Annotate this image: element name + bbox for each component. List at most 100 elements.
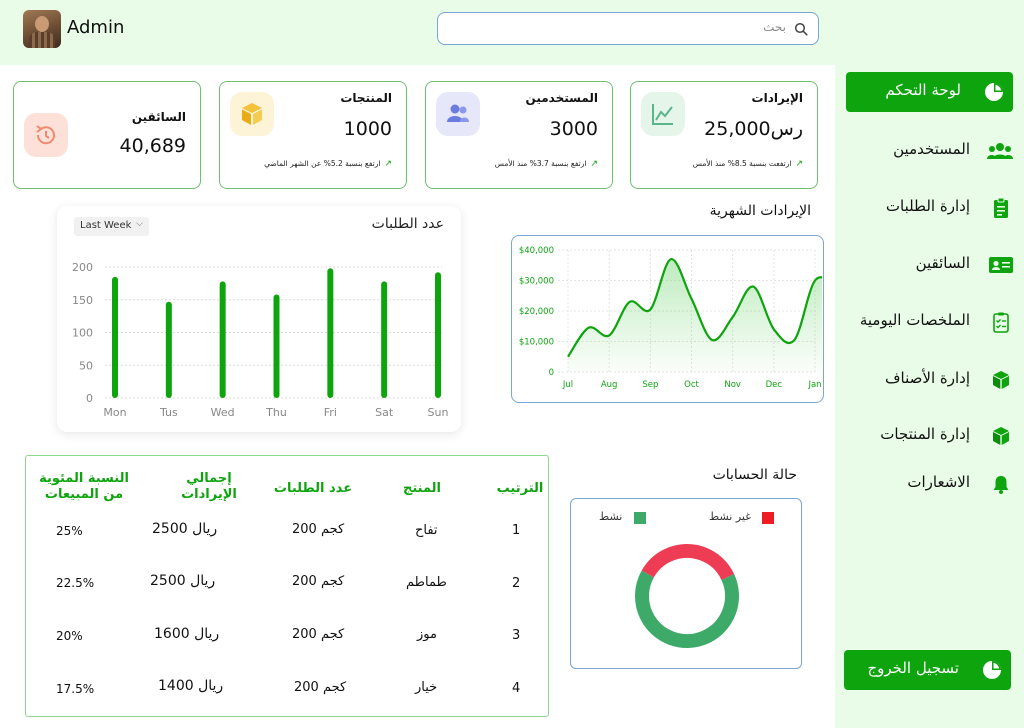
accounts-chart-panel: غير نشط نشط — [570, 498, 802, 669]
users-icon — [987, 143, 1013, 159]
sidebar-item-label: إدارة المنتجات — [880, 425, 970, 443]
users-icon — [436, 92, 480, 136]
x-tick-label: Tus — [159, 406, 178, 419]
x-tick-label: Sun — [428, 406, 449, 419]
sidebar-item-daily-summaries[interactable]: الملخصات اليومية — [835, 302, 1024, 342]
period-select[interactable]: Last Week ⌵ — [74, 217, 149, 236]
y-tick-label: $10,000 — [519, 338, 554, 348]
avatar[interactable] — [23, 10, 61, 48]
card-trend: ارتفع بنسبة 3.7% منذ الأمس ↗ — [494, 159, 598, 169]
cell-revenue: 1400 ريال — [158, 678, 224, 694]
card-trend: ارتفع بنسبة 5.2% عن الشهر الماضي ↗ — [264, 159, 392, 169]
clipboard-icon — [994, 197, 1008, 218]
x-tick-label: Dec — [766, 380, 783, 390]
search-placeholder: بحث — [763, 20, 786, 34]
x-tick-label: Thu — [265, 406, 287, 419]
x-tick-label: Jul — [562, 380, 573, 390]
donut-slice-active — [635, 544, 739, 648]
search-input[interactable]: بحث — [437, 12, 819, 45]
cell-orders: 200 كجم — [294, 680, 347, 695]
orders-bar-chart: 0 50 100 150 200 Mon Tus Wed Thu Fri Sat Sun — [72, 261, 449, 419]
x-tick-label: Fri — [324, 406, 337, 419]
revenue-chart-panel: 0 $10,000 $20,000 $30,000 $40,000 Jul Aug Sep Oc… — [511, 235, 824, 403]
bar-mon — [112, 276, 118, 398]
table-header: إجمالي الإيرادات — [181, 471, 237, 502]
products-card[interactable]: المنتجات 1000 ارتفع بنسبة 5.2% عن الشهر … — [219, 81, 407, 189]
accounts-title: حالة الحسابات — [712, 467, 797, 483]
revenue-line — [567, 258, 822, 358]
x-tick-label: Oct — [684, 380, 699, 390]
drivers-card[interactable]: السائقين 40,689 — [13, 81, 201, 189]
cell-product: تفاح — [415, 523, 438, 538]
sidebar-item-products[interactable]: إدارة المنتجات — [835, 416, 1024, 456]
users-card[interactable]: المستخدمين 3000 ارتفع بنسبة 3.7% منذ الأ… — [425, 81, 613, 189]
box-icon — [993, 427, 1009, 445]
table-header: الترتيب — [496, 481, 544, 496]
cell-percent: 17.5% — [56, 682, 95, 696]
cell-orders: 200 كجم — [292, 627, 345, 642]
history-icon — [24, 113, 68, 157]
cell-product: طماطم — [406, 575, 447, 590]
top-products-table: الترتيب المنتج عدد الطلبات إجمالي الإيرا… — [25, 455, 549, 717]
checklist-icon — [993, 312, 1009, 333]
card-value: 1000 — [343, 118, 392, 140]
bar-thu — [273, 294, 280, 398]
cell-orders: 200 كجم — [292, 522, 345, 537]
card-value: 3000 — [549, 118, 598, 140]
cell-revenue: 2500 ريال — [150, 573, 216, 589]
box-icon — [993, 371, 1009, 389]
bar-wed — [219, 281, 226, 398]
orders-chart-panel: عدد الطلبات Last Week ⌵ 0 50 100 150 200 Mon T… — [57, 206, 461, 432]
accounts-donut-chart — [635, 544, 739, 648]
logout-button[interactable]: تسجيل الخروج — [844, 650, 1011, 690]
y-tick-label: $30,000 — [519, 277, 554, 287]
y-tick-label: 150 — [72, 294, 93, 307]
period-select-value: Last Week — [80, 220, 132, 231]
cell-product: خيار — [415, 680, 438, 695]
bar-fri — [327, 268, 334, 398]
card-trend: ارتفعت بنسبة 8.5% منذ الأمس ↗ — [692, 159, 803, 169]
sidebar-item-label: إدارة الطلبات — [885, 197, 970, 215]
cell-percent: 25% — [56, 524, 83, 538]
x-tick-label: Wed — [211, 406, 235, 419]
revenue-chart-title: الإيرادات الشهرية — [709, 203, 811, 219]
id-card-icon — [989, 257, 1013, 273]
legend-active-label: نشط — [599, 510, 623, 523]
revenue-area-chart: 0 $10,000 $20,000 $30,000 $40,000 Jul Aug Sep Oc… — [519, 246, 822, 390]
bell-icon — [993, 476, 1009, 494]
revenue-area-fill — [568, 259, 822, 372]
sidebar-item-dashboard[interactable]: لوحة التحكم — [846, 72, 1013, 112]
x-tick-label: Nov — [724, 380, 741, 390]
sidebar-item-users[interactable]: المستخدمين — [835, 131, 1024, 171]
logout-label: تسجيل الخروج — [867, 659, 959, 677]
bar-sun — [435, 272, 441, 398]
cell-rank: 1 — [512, 523, 521, 538]
card-title: المنتجات — [340, 91, 392, 105]
sidebar-item-label: إدارة الأصناف — [885, 369, 970, 387]
x-tick-label: Sat — [375, 406, 394, 419]
cube-icon — [230, 92, 274, 136]
pie-chart-icon — [985, 83, 1003, 101]
sidebar-item-drivers[interactable]: السائقين — [835, 245, 1024, 285]
x-tick-label: Sep — [642, 380, 658, 390]
sidebar-item-label: لوحة التحكم — [885, 81, 961, 99]
y-tick-label: 0 — [549, 368, 554, 378]
x-tick-label: Aug — [601, 380, 618, 390]
chart-icon — [641, 92, 685, 136]
revenue-card[interactable]: الإيرادات 25,000رس ارتفعت بنسبة 8.5% منذ… — [630, 81, 818, 189]
card-title: المستخدمين — [525, 91, 598, 105]
sidebar-item-notifications[interactable]: الاشعارات — [835, 464, 1024, 504]
sidebar — [835, 65, 1024, 728]
card-value: 40,689 — [119, 135, 186, 157]
cell-rank: 2 — [512, 576, 521, 591]
y-tick-label: 100 — [72, 327, 93, 340]
x-tick-label: Jan — [807, 380, 821, 390]
sidebar-item-categories[interactable]: إدارة الأصناف — [835, 360, 1024, 400]
sidebar-item-orders[interactable]: إدارة الطلبات — [835, 188, 1024, 228]
bar-tus — [165, 301, 172, 398]
table-header: النسبة المئوية من المبيعات — [39, 471, 129, 502]
card-title: الإيرادات — [751, 91, 803, 105]
table-header: عدد الطلبات — [273, 481, 353, 496]
sidebar-item-label: المستخدمين — [893, 140, 970, 158]
bar-sat — [381, 281, 388, 398]
